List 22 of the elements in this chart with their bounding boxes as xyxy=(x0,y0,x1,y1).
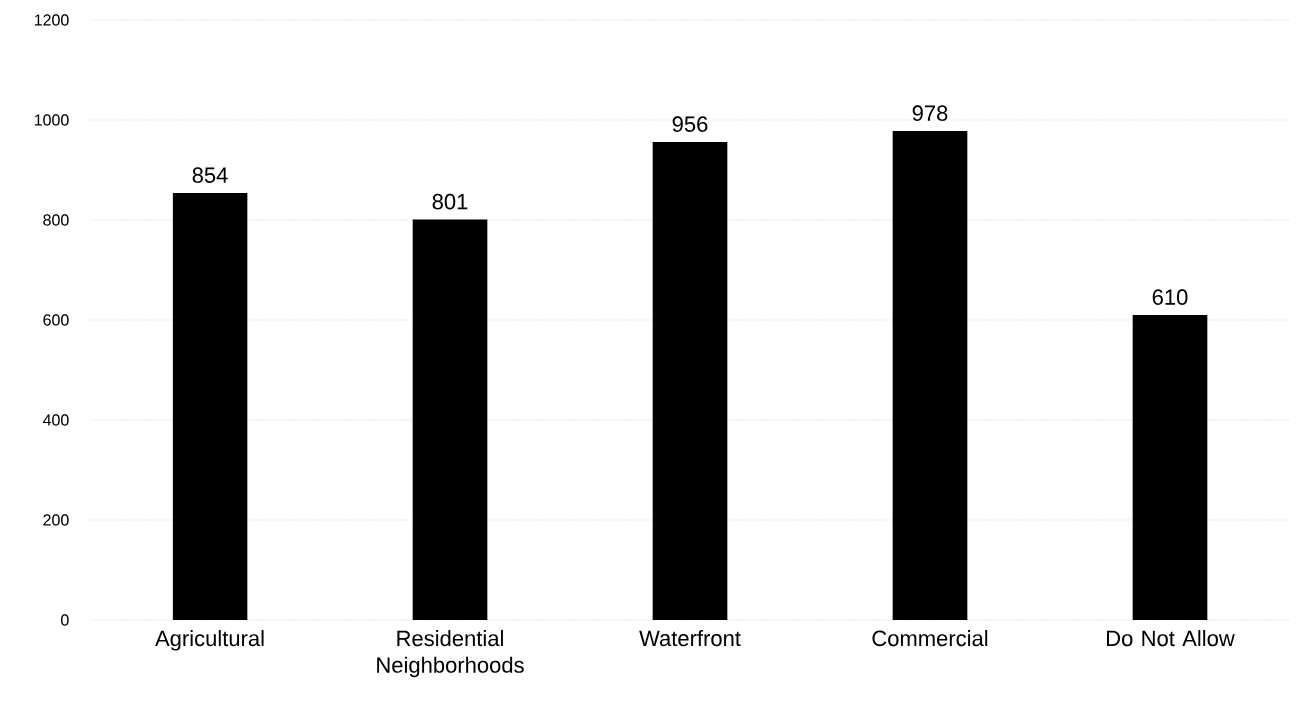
y-tick-label: 0 xyxy=(61,614,69,626)
x-tick-label: Residential Neighborhoods xyxy=(377,630,524,678)
y-tick-label: 1000 xyxy=(34,114,69,126)
y-tick-label: 400 xyxy=(42,414,69,426)
data-label: 978 xyxy=(912,105,948,121)
bar xyxy=(172,192,248,620)
x-tick-label: Commercial xyxy=(872,630,988,647)
y-tick-label: 1200 xyxy=(34,14,69,26)
data-label: 610 xyxy=(1152,289,1188,305)
bar xyxy=(892,130,968,620)
x-tick-label: Waterfront xyxy=(639,630,741,647)
bar xyxy=(652,141,728,620)
bar xyxy=(1132,314,1208,620)
data-label: 956 xyxy=(672,116,708,132)
x-tick-label: Agricultural xyxy=(155,630,264,651)
bar xyxy=(412,219,488,620)
data-label: 854 xyxy=(192,167,228,183)
y-tick-label: 200 xyxy=(43,514,69,526)
x-tick-label: Do Not Allow xyxy=(1107,630,1235,647)
data-label: 801 xyxy=(432,193,468,210)
y-tick-label: 800 xyxy=(43,214,69,226)
y-tick-label: 600 xyxy=(43,314,69,326)
